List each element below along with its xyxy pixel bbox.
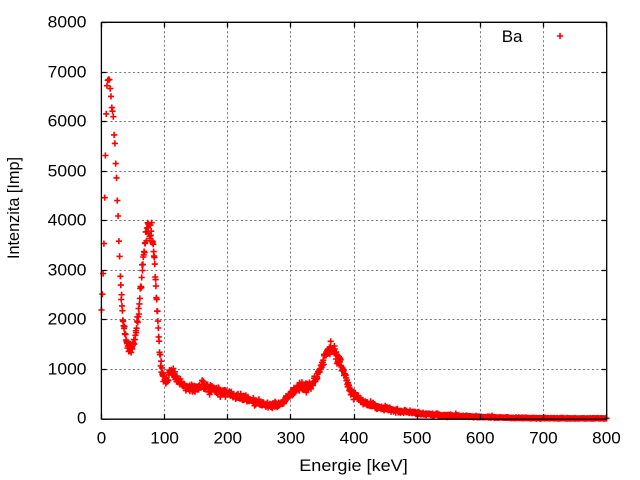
svg-text:300: 300	[277, 428, 306, 447]
svg-text:800: 800	[592, 428, 621, 447]
svg-text:Intenzita [Imp]: Intenzita [Imp]	[4, 157, 23, 259]
svg-text:600: 600	[466, 428, 495, 447]
svg-text:4000: 4000	[48, 211, 87, 230]
svg-text:Ba: Ba	[502, 27, 523, 46]
svg-text:100: 100	[150, 428, 179, 447]
svg-text:200: 200	[214, 428, 243, 447]
svg-text:0: 0	[97, 428, 106, 447]
svg-text:6000: 6000	[48, 112, 87, 131]
svg-text:400: 400	[340, 428, 369, 447]
svg-text:7000: 7000	[48, 63, 87, 82]
svg-text:0: 0	[77, 409, 86, 428]
svg-text:700: 700	[529, 428, 558, 447]
svg-text:5000: 5000	[48, 162, 87, 181]
svg-text:2000: 2000	[48, 310, 87, 329]
svg-text:Energie [keV]: Energie [keV]	[299, 456, 408, 475]
svg-text:1000: 1000	[48, 360, 87, 379]
svg-text:3000: 3000	[48, 261, 87, 280]
svg-text:8000: 8000	[48, 13, 87, 32]
svg-text:500: 500	[403, 428, 432, 447]
